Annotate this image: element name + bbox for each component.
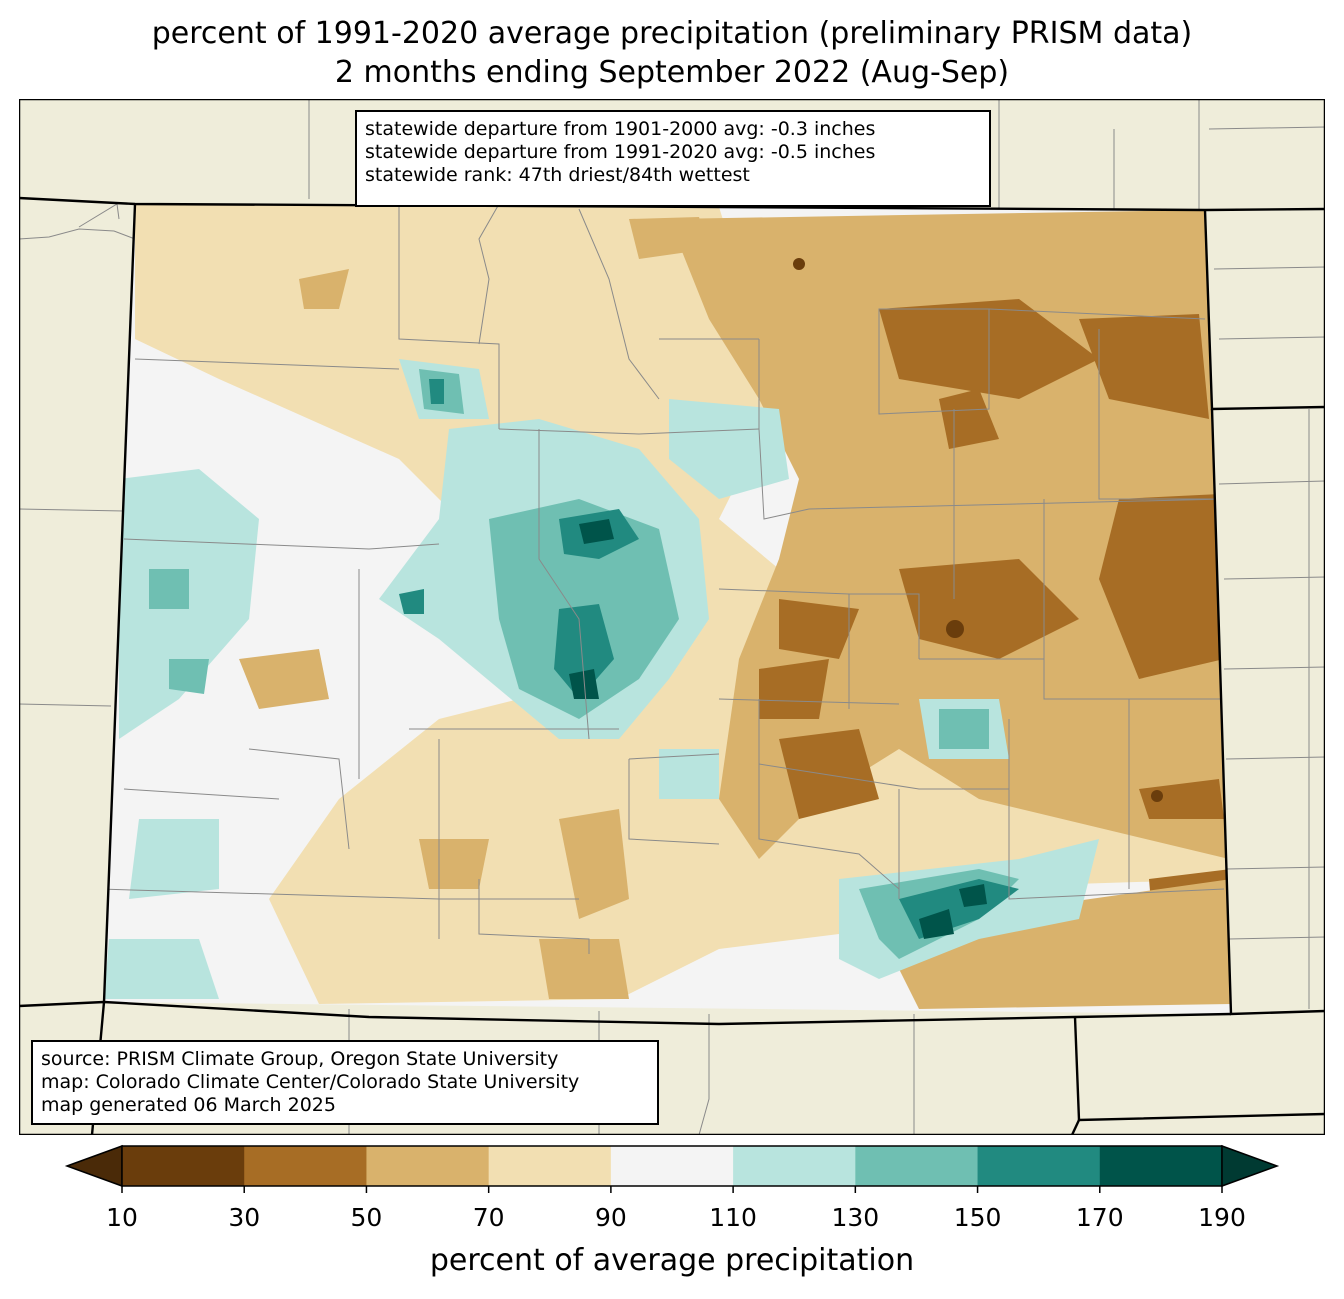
colorbar (64, 1144, 1280, 1193)
colorbar-tick-label: 10 (106, 1203, 138, 1232)
statewide-rank: statewide rank: 47th driest/84th wettest (365, 164, 750, 186)
statewide-stats-box: statewide departure from 1901-2000 avg: … (355, 110, 991, 207)
colorbar-under-arrow (64, 1144, 123, 1188)
source-credit: source: PRISM Climate Group, Oregon Stat… (41, 1048, 559, 1070)
departure-1901-2000: statewide departure from 1901-2000 avg: … (365, 118, 876, 140)
map-title-line-2: 2 months ending September 2022 (Aug-Sep) (334, 55, 1010, 90)
colorbar-tick-label: 170 (1075, 1203, 1124, 1232)
map-credit: map: Colorado Climate Center/Colorado St… (41, 1071, 580, 1093)
colorbar-segment (610, 1146, 734, 1186)
colorbar-segment (1099, 1146, 1223, 1186)
colorbar-tick-label: 190 (1198, 1203, 1246, 1232)
colorbar-tick-label: 30 (228, 1203, 261, 1232)
county-lines (104, 204, 1225, 954)
precipitation-map (19, 99, 1325, 1135)
colorbar-tick-label: 70 (472, 1203, 505, 1232)
colorbar-tick-label: 130 (831, 1203, 880, 1232)
departure-1991-2020: statewide departure from 1991-2020 avg: … (365, 141, 876, 163)
colorbar-segment (244, 1146, 367, 1186)
colorbar-tick-label: 110 (709, 1203, 757, 1232)
colorbar-segment (366, 1146, 490, 1186)
colorbar-segment (733, 1146, 856, 1186)
colorbar-over-arrow (1221, 1144, 1280, 1188)
colorbar-segment (855, 1146, 979, 1186)
colorbar-segment (488, 1146, 612, 1186)
colorbar-tick-label: 150 (953, 1203, 1002, 1232)
map-title-line-1: percent of 1991-2020 average precipitati… (151, 16, 1193, 51)
credits-box: source: PRISM Climate Group, Oregon Stat… (31, 1040, 659, 1125)
colorbar-ticks (121, 1186, 1223, 1193)
colorbar-segment (977, 1146, 1101, 1186)
colorbar-segment (122, 1146, 245, 1186)
colorbar-tick-label: 90 (594, 1203, 627, 1232)
colorbar-tick-label: 50 (350, 1203, 383, 1232)
colorbar-label: percent of average precipitation (429, 1243, 915, 1278)
colorbar-segments (121, 1145, 1223, 1187)
generation-date: map generated 06 March 2025 (41, 1094, 336, 1116)
